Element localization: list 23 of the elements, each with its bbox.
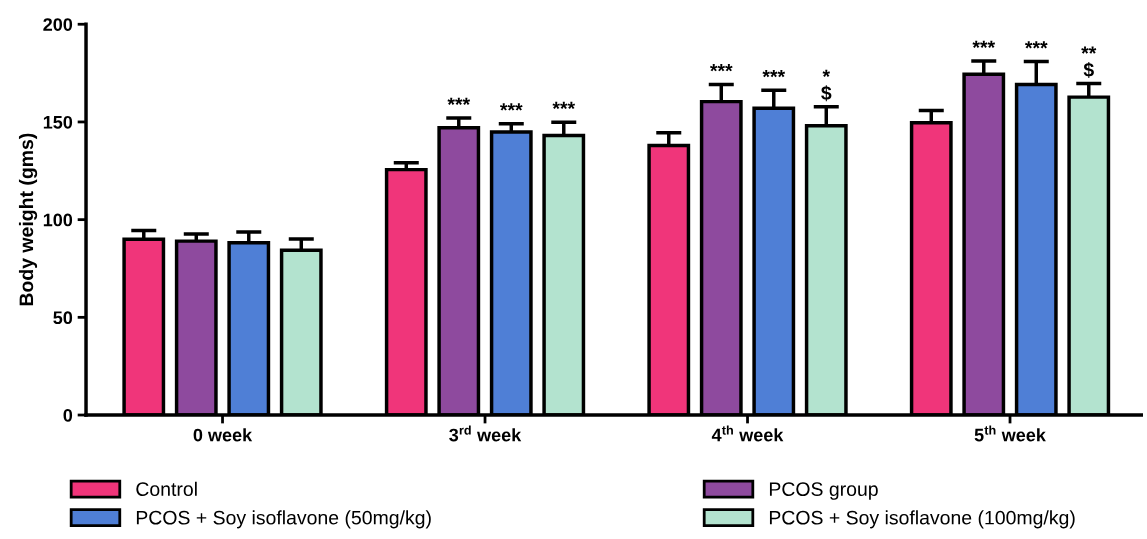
annotation: *** (972, 40, 996, 48)
annotation: ** $ (1081, 46, 1097, 78)
y-tick-label: 100 (43, 213, 73, 227)
annotation: *** (447, 97, 471, 105)
annotation: *** (1024, 41, 1048, 49)
y-tick-label: 200 (43, 18, 73, 31)
annotation: *** (499, 103, 523, 111)
y-tick-label: 150 (43, 115, 73, 129)
annotation: *** (709, 64, 733, 72)
annotation: * $ (821, 69, 832, 102)
legend-label: PCOS group (769, 482, 878, 500)
legend-label: PCOS + Soy isoflavone (100mg/kg) (769, 510, 1075, 529)
y-tick-label: 0 (63, 408, 73, 422)
annotation: *** (762, 69, 786, 78)
x-tick-label: 3$^{rd}$ week (449, 425, 522, 442)
y-axis-title: Body weight (gms) (18, 133, 38, 306)
y-tick-label: 50 (53, 311, 73, 325)
annotation: *** (552, 101, 576, 110)
x-tick-label: 4$^{th}$ week (711, 425, 784, 442)
x-tick-label: 0 week (193, 428, 253, 442)
x-tick-label: 5$^{th}$ week (974, 425, 1046, 442)
legend-label: PCOS + Soy isoflavone (50mg/kg) (136, 510, 431, 529)
legend-label: Control (136, 481, 197, 497)
